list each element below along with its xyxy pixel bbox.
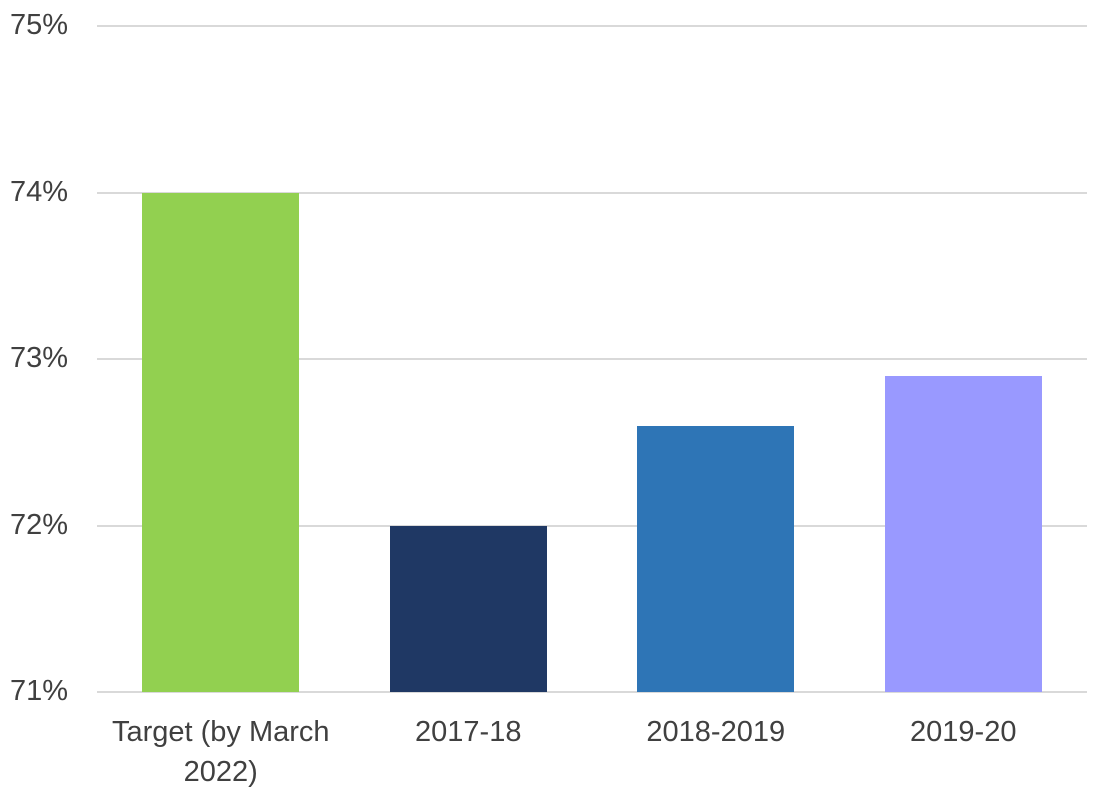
y-tick-label-72: 72% [10, 508, 69, 541]
gridlines [97, 25, 1087, 693]
bar-2018-2019 [637, 425, 795, 692]
x-tick-label-2019-20: 2019-20 [910, 716, 1017, 748]
y-tick-label-74: 74% [10, 175, 69, 208]
gridline-75 [97, 25, 1087, 27]
plot-area [97, 25, 1087, 693]
y-tick-label-75: 75% [10, 8, 69, 41]
x-tick-label-target-by-march-2022: Target (by March 2022) [111, 716, 330, 788]
y-tick-label-73: 73% [10, 341, 69, 374]
bars [97, 26, 1087, 692]
x-tick-label-2018-2019: 2018-2019 [646, 716, 786, 748]
bar-2017-18 [389, 525, 547, 692]
gridline-72 [97, 524, 1087, 527]
bar-2019-20 [884, 375, 1042, 692]
y-tick-label-71: 71% [10, 674, 69, 707]
gridline-74 [97, 191, 1087, 194]
gridline-73 [97, 358, 1087, 360]
gridline-71 [97, 691, 1087, 693]
bar-target-by-march-2022 [142, 192, 300, 692]
x-tick-label-2017-18: 2017-18 [415, 716, 522, 748]
